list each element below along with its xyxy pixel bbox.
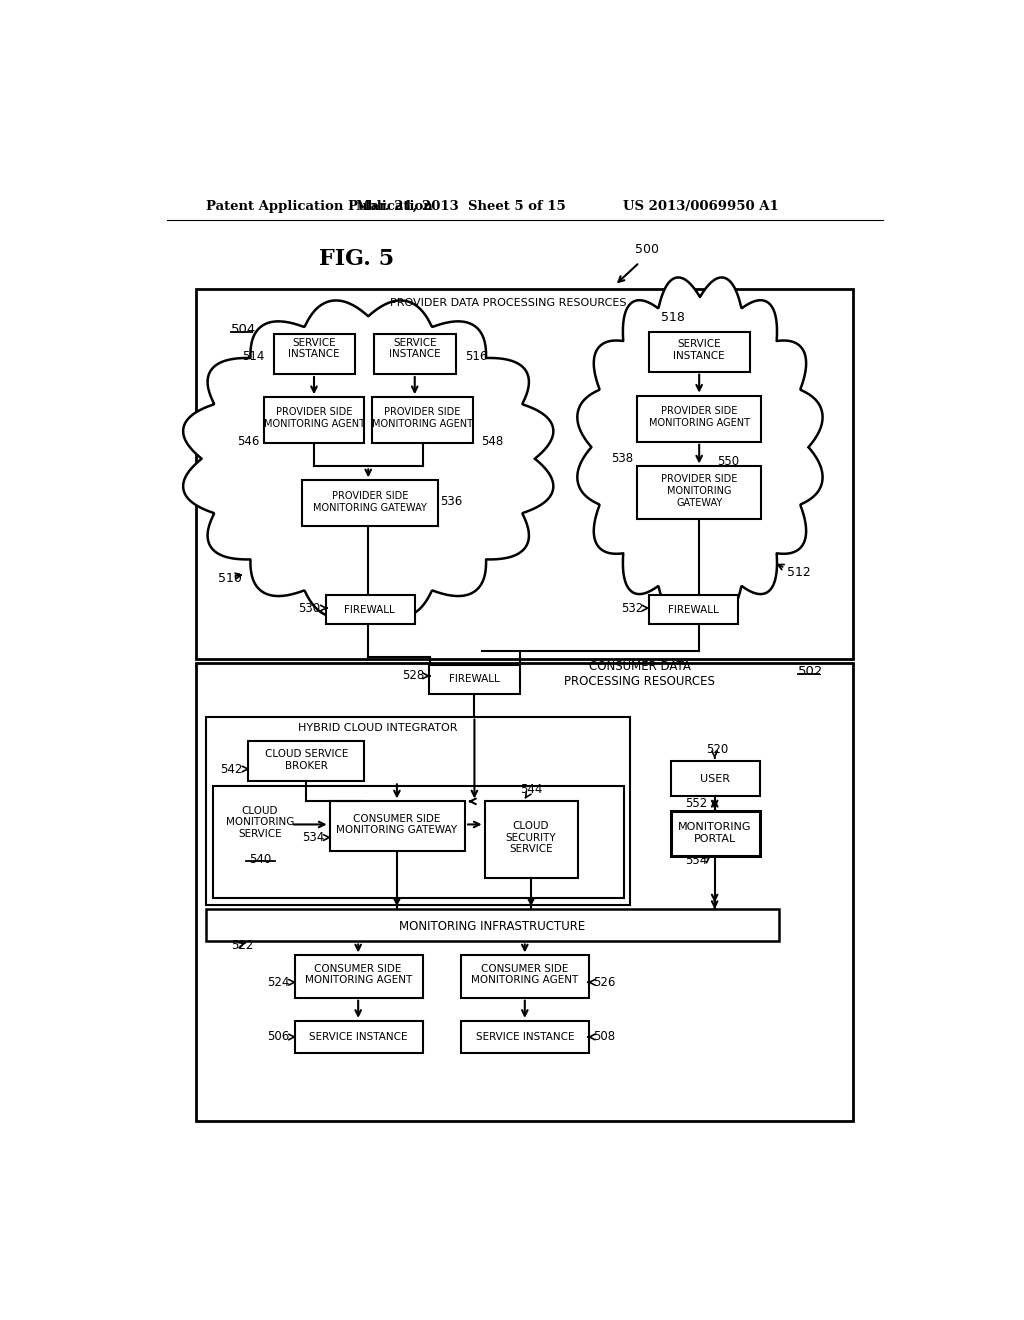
Text: 506: 506 — [267, 1031, 289, 1044]
Text: CLOUD SERVICE
BROKER: CLOUD SERVICE BROKER — [264, 748, 348, 771]
Bar — [197, 289, 853, 659]
Text: FIREWALL: FIREWALL — [344, 605, 395, 615]
Text: PROVIDER SIDE
MONITORING AGENT: PROVIDER SIDE MONITORING AGENT — [648, 407, 750, 428]
Text: USER: USER — [699, 774, 730, 784]
Text: CONSUMER SIDE
MONITORING AGENT: CONSUMER SIDE MONITORING AGENT — [304, 964, 412, 986]
Text: CLOUD
SECURITY
SERVICE: CLOUD SECURITY SERVICE — [506, 821, 556, 854]
Text: 530: 530 — [298, 602, 321, 615]
Text: PROVIDER DATA PROCESSING RESOURCES: PROVIDER DATA PROCESSING RESOURCES — [389, 298, 626, 308]
Text: 518: 518 — [662, 312, 685, 325]
Text: 504: 504 — [231, 323, 256, 335]
Bar — [372, 397, 473, 444]
Bar — [330, 801, 465, 851]
Text: 532: 532 — [622, 602, 643, 615]
Text: MONITORING
PORTAL: MONITORING PORTAL — [678, 822, 752, 843]
Text: 540: 540 — [249, 853, 271, 866]
Bar — [649, 331, 750, 372]
Text: 522: 522 — [231, 939, 254, 952]
Text: SERVICE
INSTANCE: SERVICE INSTANCE — [674, 339, 725, 360]
Text: 542: 542 — [220, 763, 243, 776]
Bar — [197, 663, 853, 1121]
Polygon shape — [183, 301, 553, 616]
Text: 510: 510 — [218, 572, 242, 585]
Text: HYBRID CLOUD INTEGRATOR: HYBRID CLOUD INTEGRATOR — [299, 723, 458, 733]
Text: 516: 516 — [465, 350, 487, 363]
Bar — [206, 909, 779, 941]
Bar — [637, 466, 761, 519]
Text: 526: 526 — [593, 975, 615, 989]
Text: FIREWALL: FIREWALL — [450, 675, 500, 684]
Bar — [302, 480, 438, 527]
Bar — [213, 785, 624, 898]
Bar — [295, 956, 423, 998]
Bar — [263, 397, 365, 444]
Text: SERVICE INSTANCE: SERVICE INSTANCE — [309, 1032, 408, 1041]
Text: 534: 534 — [302, 832, 324, 843]
Text: 508: 508 — [593, 1031, 615, 1044]
Text: 514: 514 — [242, 350, 264, 363]
Text: CONSUMER DATA
PROCESSING RESOURCES: CONSUMER DATA PROCESSING RESOURCES — [564, 660, 715, 688]
Text: 520: 520 — [706, 743, 728, 756]
Text: 548: 548 — [481, 436, 504, 449]
Bar — [326, 595, 415, 624]
Text: 512: 512 — [786, 566, 811, 579]
Text: CONSUMER SIDE
MONITORING AGENT: CONSUMER SIDE MONITORING AGENT — [471, 964, 579, 986]
Text: 502: 502 — [799, 665, 823, 677]
Text: US 2013/0069950 A1: US 2013/0069950 A1 — [624, 199, 779, 213]
Text: CLOUD
MONITORING
SERVICE: CLOUD MONITORING SERVICE — [225, 805, 294, 838]
Text: PROVIDER SIDE
MONITORING GATEWAY: PROVIDER SIDE MONITORING GATEWAY — [313, 491, 427, 512]
Bar — [671, 762, 760, 796]
Text: FIG. 5: FIG. 5 — [319, 248, 394, 269]
Text: PROVIDER SIDE
MONITORING AGENT: PROVIDER SIDE MONITORING AGENT — [263, 407, 365, 429]
Text: Mar. 21, 2013  Sheet 5 of 15: Mar. 21, 2013 Sheet 5 of 15 — [356, 199, 566, 213]
Text: 538: 538 — [611, 453, 633, 465]
Text: PROVIDER SIDE
MONITORING
GATEWAY: PROVIDER SIDE MONITORING GATEWAY — [660, 474, 737, 508]
Text: CONSUMER SIDE
MONITORING GATEWAY: CONSUMER SIDE MONITORING GATEWAY — [336, 813, 458, 836]
Text: SERVICE
INSTANCE: SERVICE INSTANCE — [389, 338, 440, 359]
Bar — [461, 956, 589, 998]
Text: SERVICE
INSTANCE: SERVICE INSTANCE — [288, 338, 340, 359]
Text: 552: 552 — [685, 797, 708, 810]
Text: 544: 544 — [520, 783, 542, 796]
Text: SERVICE INSTANCE: SERVICE INSTANCE — [475, 1032, 574, 1041]
Text: MONITORING INFRASTRUCTURE: MONITORING INFRASTRUCTURE — [399, 920, 586, 933]
Bar — [295, 1020, 423, 1053]
Bar — [671, 812, 760, 857]
Bar — [273, 334, 355, 374]
Text: 524: 524 — [267, 975, 289, 989]
Bar — [649, 595, 738, 624]
Bar — [484, 801, 578, 878]
Bar — [248, 742, 365, 781]
Bar — [429, 665, 520, 694]
Text: Patent Application Publication: Patent Application Publication — [206, 199, 432, 213]
Text: 550: 550 — [717, 454, 739, 467]
Text: 554: 554 — [685, 854, 708, 867]
Text: 546: 546 — [238, 436, 260, 449]
Polygon shape — [578, 277, 822, 616]
Bar — [375, 334, 456, 374]
Text: 536: 536 — [440, 495, 463, 508]
Text: 500: 500 — [635, 243, 659, 256]
Text: FIREWALL: FIREWALL — [668, 605, 719, 615]
Bar — [637, 396, 761, 442]
Text: PROVIDER SIDE
MONITORING AGENT: PROVIDER SIDE MONITORING AGENT — [372, 407, 473, 429]
Bar — [461, 1020, 589, 1053]
Bar — [206, 717, 630, 906]
Text: 528: 528 — [401, 669, 424, 682]
